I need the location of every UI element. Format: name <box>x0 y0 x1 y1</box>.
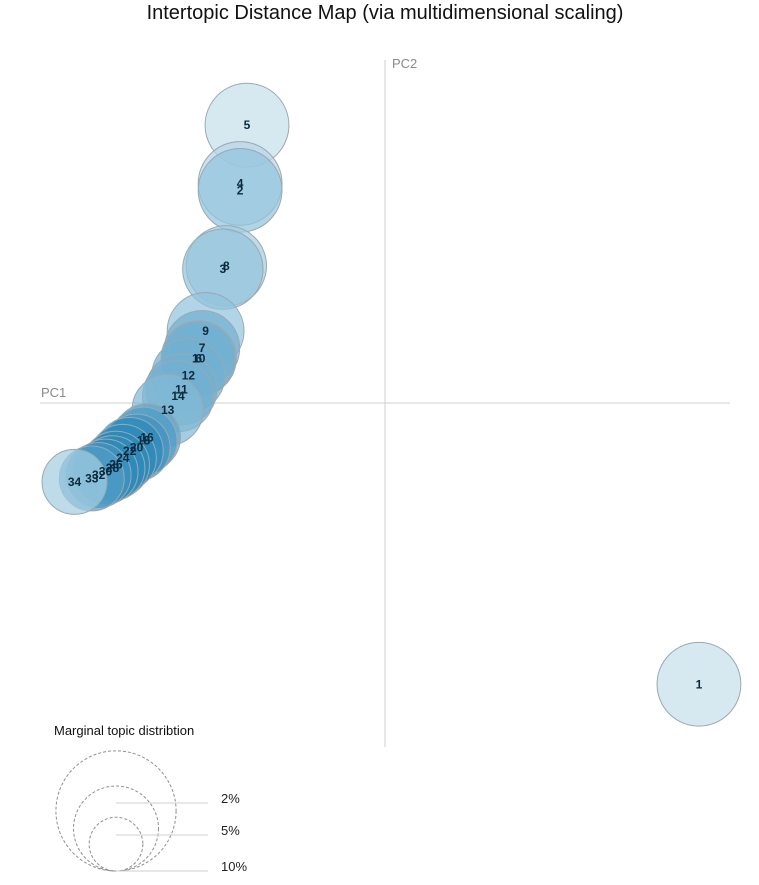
size-legend-label: 2% <box>221 791 240 806</box>
size-legend: Marginal topic distribtion 2% 5% 10% <box>54 723 247 874</box>
topic-label-4: 4 <box>237 176 244 190</box>
topic-bubble-34[interactable] <box>41 448 108 515</box>
topic-label-5: 5 <box>244 118 251 132</box>
topic-label-1: 1 <box>696 677 703 691</box>
size-legend-label: 5% <box>221 823 240 838</box>
size-legend-label: 10% <box>221 859 247 874</box>
topic-label-24: 24 <box>116 451 130 465</box>
topic-label-20: 20 <box>130 441 144 455</box>
topic-label-34: 34 <box>68 475 82 489</box>
topic-label-10: 10 <box>192 351 206 365</box>
topic-label-13: 13 <box>161 403 175 417</box>
topic-label-33: 33 <box>85 471 99 485</box>
size-legend-circle <box>55 750 177 872</box>
topic-bubbles <box>41 82 742 727</box>
topic-bubble-1[interactable] <box>656 641 742 727</box>
topic-label-14: 14 <box>171 389 185 403</box>
chart-title: Intertopic Distance Map (via multidimens… <box>146 2 624 24</box>
topic-label-11: 11 <box>175 382 188 396</box>
topic-label-7: 7 <box>199 341 206 355</box>
topic-label-16: 16 <box>140 430 154 444</box>
topic-label-9: 9 <box>202 324 209 338</box>
size-legend-circle <box>88 816 144 872</box>
topic-label-2: 2 <box>237 183 244 197</box>
size-legend-circle <box>73 785 159 872</box>
size-legend-title: Marginal topic distribtion <box>54 723 194 738</box>
topic-labels: 1542839761012111413161820222426283032333… <box>68 118 703 691</box>
topic-label-22: 22 <box>123 444 137 458</box>
topic-label-8: 8 <box>223 259 230 273</box>
topic-label-32: 32 <box>92 468 106 482</box>
topic-label-30: 30 <box>99 465 113 479</box>
pc2-axis-label: PC2 <box>392 56 417 71</box>
topic-label-12: 12 <box>182 369 196 383</box>
topic-label-6: 6 <box>195 351 202 365</box>
pc1-axis-label: PC1 <box>41 385 66 400</box>
topic-label-3: 3 <box>220 262 227 276</box>
topic-label-18: 18 <box>137 434 151 448</box>
topic-label-28: 28 <box>106 461 120 475</box>
topic-label-26: 26 <box>109 458 123 472</box>
